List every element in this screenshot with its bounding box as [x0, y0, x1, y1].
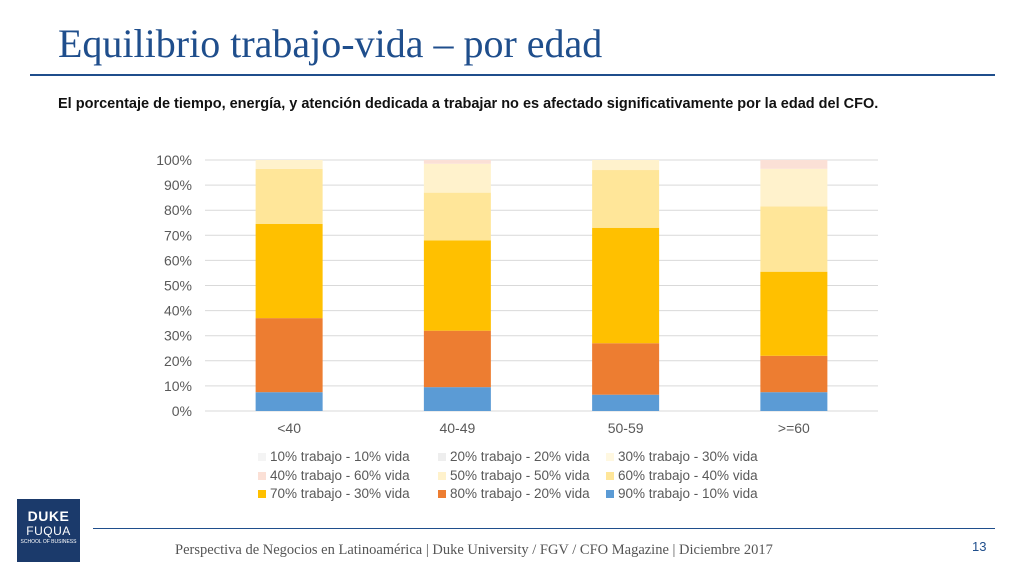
legend-label: 20% trabajo - 20% vida [450, 449, 590, 464]
legend-swatch [258, 490, 266, 498]
legend-swatch [258, 453, 266, 461]
slide-subtitle: El porcentaje de tiempo, energía, y aten… [58, 96, 879, 112]
bar-segment [592, 170, 660, 228]
legend-label: 50% trabajo - 50% vida [450, 468, 590, 483]
bar-segment [423, 160, 491, 164]
legend-swatch [438, 490, 446, 498]
bar-segment [760, 355, 828, 393]
bar-segment [760, 206, 828, 272]
page-number: 13 [972, 539, 987, 554]
y-tick-label: 50% [164, 278, 192, 294]
bar-segment [255, 168, 323, 225]
logo-line2: FUQUA [26, 524, 71, 538]
bar-segment [423, 192, 491, 241]
y-tick-label: 60% [164, 252, 192, 268]
x-tick-label: 50-59 [608, 420, 644, 436]
legend-swatch [438, 453, 446, 461]
bar-segment [592, 343, 660, 395]
bar-segment [760, 271, 828, 356]
legend-swatch [606, 453, 614, 461]
legend-label: 70% trabajo - 30% vida [270, 486, 410, 501]
logo-line1: DUKE [27, 508, 70, 524]
bar-segment [423, 163, 491, 193]
legend-label: 10% trabajo - 10% vida [270, 449, 410, 464]
legend-label: 60% trabajo - 40% vida [618, 468, 758, 483]
y-tick-label: 80% [164, 202, 192, 218]
y-tick-label: 0% [172, 403, 192, 419]
y-tick-label: 90% [164, 177, 192, 193]
bar-segment [423, 387, 491, 411]
footer-divider [93, 528, 995, 529]
slide-title: Equilibrio trabajo-vida – por edad [58, 21, 603, 66]
x-tick-label: 40-49 [439, 420, 475, 436]
legend-label: 90% trabajo - 10% vida [618, 486, 758, 501]
title-divider [30, 74, 995, 76]
legend-label: 40% trabajo - 60% vida [270, 468, 410, 483]
y-tick-label: 70% [164, 227, 192, 243]
legend-label: 80% trabajo - 20% vida [450, 486, 590, 501]
bar-segment [423, 330, 491, 388]
x-tick-label: >=60 [778, 420, 810, 436]
bar-segment [255, 392, 323, 411]
legend-swatch [606, 490, 614, 498]
bar-segment [423, 240, 491, 331]
bar-segment [592, 160, 660, 171]
duke-fuqua-logo: DUKE FUQUA SCHOOL OF BUSINESS [17, 499, 80, 562]
bar-segment [592, 394, 660, 411]
y-tick-label: 40% [164, 303, 192, 319]
y-tick-label: 20% [164, 353, 192, 369]
bar-segment [255, 160, 323, 169]
bar-segment [592, 227, 660, 344]
bar-segment [760, 392, 828, 411]
legend-swatch [258, 472, 266, 480]
bar-segment [255, 224, 323, 319]
y-tick-label: 100% [156, 152, 192, 168]
y-tick-label: 10% [164, 378, 192, 394]
y-tick-label: 30% [164, 328, 192, 344]
bar-segment [760, 160, 828, 169]
bar-segment [255, 318, 323, 393]
bar-segment [760, 168, 828, 207]
x-tick-label: <40 [277, 420, 301, 436]
legend-swatch [606, 472, 614, 480]
logo-line3: SCHOOL OF BUSINESS [20, 539, 77, 545]
legend-label: 30% trabajo - 30% vida [618, 449, 758, 464]
legend-swatch [438, 472, 446, 480]
slide-footer: Perspectiva de Negocios en Latinoamérica… [175, 542, 773, 558]
